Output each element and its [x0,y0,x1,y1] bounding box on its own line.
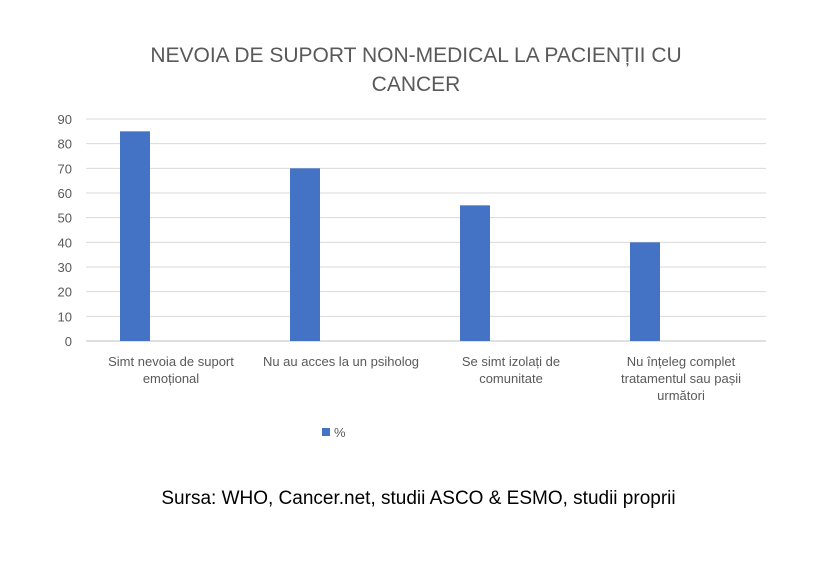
gridlines [86,118,766,342]
y-tick-label: 10 [58,309,72,324]
legend: % [322,425,346,440]
legend-swatch [322,428,330,436]
chart-title: NEVOIA DE SUPORT NON-MEDICAL LA PACIENȚI… [150,44,681,96]
y-tick-label: 60 [58,186,72,201]
y-tick-label: 70 [58,161,72,176]
bars [120,131,660,341]
category-label: Nu au acces la un psiholog [263,354,419,369]
y-tick-label: 30 [58,260,72,275]
y-tick-label: 90 [58,112,72,127]
bar-3 [460,205,490,341]
source-note: Sursa: WHO, Cancer.net, studii ASCO & ES… [161,488,676,509]
category-label: Simt nevoia de suport emoțional [108,354,234,386]
y-tick-label: 80 [58,137,72,152]
legend-label: % [334,425,346,440]
bar-1 [120,131,150,341]
y-tick-label: 20 [58,285,72,300]
bar-4 [630,242,660,341]
chart-title-line-1: NEVOIA DE SUPORT NON-MEDICAL LA PACIENȚI… [150,44,681,67]
y-axis-ticks: 0 10 20 30 40 50 60 70 80 90 [58,112,72,349]
bar-2 [290,168,320,341]
y-tick-label: 0 [65,334,72,349]
x-axis-categories: Simt nevoia de suport emoțional Nu au acce… [108,354,741,403]
y-tick-label: 40 [58,235,72,250]
chart-title-line-2: CANCER [372,73,461,96]
category-label: Se simt izolați de comunitate [462,354,560,386]
category-label: Nu înțeleg complet tratamentul sau pașii u… [621,354,741,403]
y-tick-label: 50 [58,211,72,226]
